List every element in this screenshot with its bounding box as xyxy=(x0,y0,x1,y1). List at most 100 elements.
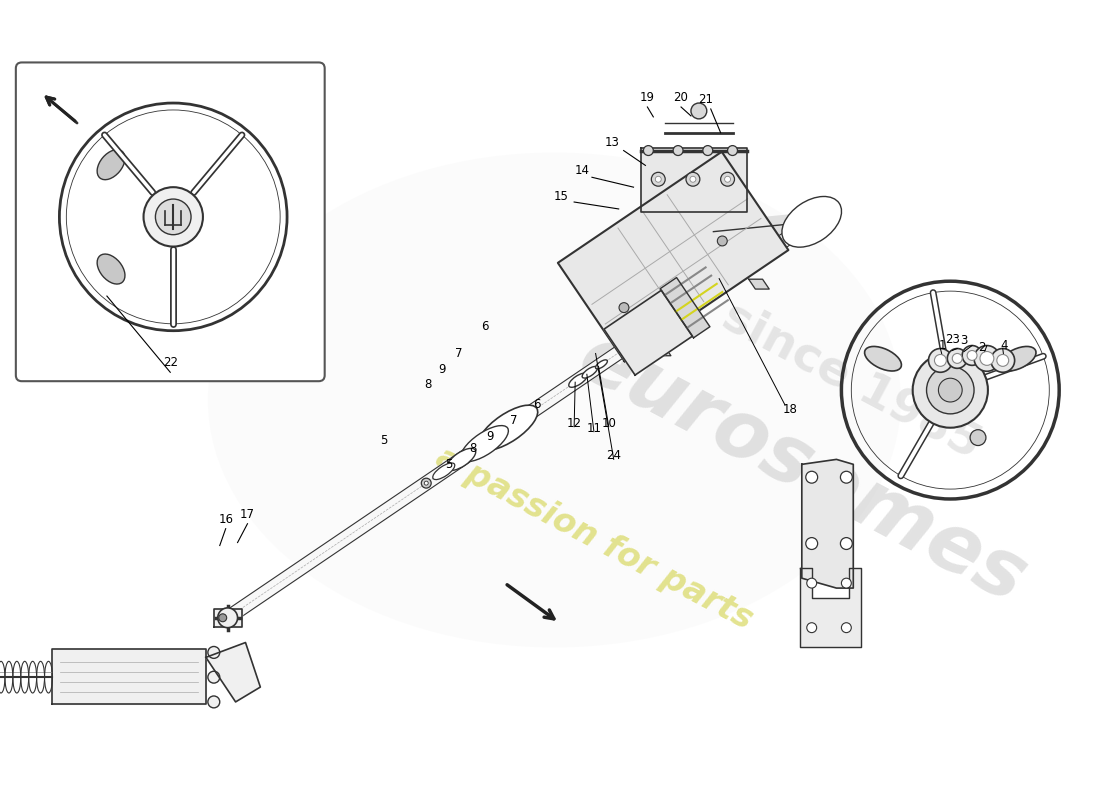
Circle shape xyxy=(686,172,700,186)
Text: 13: 13 xyxy=(604,135,619,149)
Circle shape xyxy=(935,354,946,366)
Circle shape xyxy=(619,302,629,313)
Text: 16: 16 xyxy=(218,513,233,526)
Circle shape xyxy=(690,176,696,182)
Circle shape xyxy=(155,199,191,234)
Text: since 1985: since 1985 xyxy=(714,293,988,467)
Text: 9: 9 xyxy=(439,363,447,376)
Text: 11: 11 xyxy=(586,422,602,434)
Text: 15: 15 xyxy=(553,190,569,203)
Ellipse shape xyxy=(461,426,508,462)
Circle shape xyxy=(208,696,220,708)
Circle shape xyxy=(219,614,227,622)
Polygon shape xyxy=(223,216,815,623)
Text: 10: 10 xyxy=(602,417,616,430)
Text: 7: 7 xyxy=(454,347,462,361)
Circle shape xyxy=(953,354,962,363)
Polygon shape xyxy=(53,650,206,704)
Circle shape xyxy=(967,350,977,361)
Text: 7: 7 xyxy=(509,414,517,427)
Text: eurosemes: eurosemes xyxy=(564,318,1040,620)
Text: 21: 21 xyxy=(698,93,713,106)
Text: 17: 17 xyxy=(240,508,255,521)
Circle shape xyxy=(840,538,852,550)
Ellipse shape xyxy=(208,153,901,647)
Text: 2: 2 xyxy=(978,341,986,354)
Text: 24: 24 xyxy=(606,450,621,462)
Circle shape xyxy=(691,103,707,119)
Circle shape xyxy=(143,187,202,246)
Polygon shape xyxy=(641,147,747,212)
Circle shape xyxy=(208,671,220,683)
Text: 8: 8 xyxy=(424,378,431,391)
Ellipse shape xyxy=(999,346,1036,371)
Circle shape xyxy=(842,578,851,588)
Ellipse shape xyxy=(432,463,454,479)
Circle shape xyxy=(962,346,982,366)
Polygon shape xyxy=(604,290,692,375)
Text: 23: 23 xyxy=(945,333,959,346)
Circle shape xyxy=(208,646,220,658)
Circle shape xyxy=(840,471,852,483)
Ellipse shape xyxy=(97,150,125,180)
Text: 5: 5 xyxy=(381,434,388,446)
Circle shape xyxy=(644,146,653,155)
Circle shape xyxy=(806,471,817,483)
Circle shape xyxy=(928,349,953,372)
Circle shape xyxy=(703,146,713,155)
Circle shape xyxy=(997,354,1009,366)
Polygon shape xyxy=(558,152,789,361)
Text: 9: 9 xyxy=(486,430,494,443)
Ellipse shape xyxy=(788,202,836,242)
Circle shape xyxy=(717,236,727,246)
FancyBboxPatch shape xyxy=(15,62,324,381)
Text: 6: 6 xyxy=(482,320,488,333)
Text: 20: 20 xyxy=(673,91,689,104)
Ellipse shape xyxy=(865,346,901,371)
Circle shape xyxy=(425,481,428,485)
Circle shape xyxy=(720,172,735,186)
Circle shape xyxy=(727,146,737,155)
Circle shape xyxy=(218,608,238,628)
Circle shape xyxy=(421,478,431,488)
Polygon shape xyxy=(660,278,710,338)
Text: 6: 6 xyxy=(532,398,540,411)
Ellipse shape xyxy=(569,373,587,387)
Circle shape xyxy=(926,366,975,414)
Circle shape xyxy=(842,622,851,633)
Circle shape xyxy=(975,346,1000,371)
Text: 19: 19 xyxy=(640,91,654,104)
Polygon shape xyxy=(650,346,671,356)
Ellipse shape xyxy=(447,448,476,470)
Circle shape xyxy=(656,176,661,182)
Polygon shape xyxy=(213,609,242,626)
Text: 5: 5 xyxy=(446,458,453,470)
Ellipse shape xyxy=(97,254,125,284)
Circle shape xyxy=(970,430,986,446)
Circle shape xyxy=(651,172,666,186)
Text: 22: 22 xyxy=(163,356,178,370)
Polygon shape xyxy=(802,459,854,588)
Ellipse shape xyxy=(782,197,842,247)
Ellipse shape xyxy=(478,405,538,450)
Polygon shape xyxy=(749,279,769,289)
Text: 18: 18 xyxy=(782,403,797,416)
Text: 4: 4 xyxy=(1000,338,1008,351)
Circle shape xyxy=(991,349,1014,372)
Circle shape xyxy=(947,349,967,368)
Polygon shape xyxy=(800,568,861,647)
Ellipse shape xyxy=(582,366,597,378)
Circle shape xyxy=(938,378,962,402)
Circle shape xyxy=(673,146,683,155)
Text: 1: 1 xyxy=(938,338,946,351)
Text: 14: 14 xyxy=(574,164,590,178)
Polygon shape xyxy=(206,642,261,702)
Text: 3: 3 xyxy=(960,334,968,346)
Circle shape xyxy=(913,353,988,428)
Circle shape xyxy=(806,578,816,588)
Text: a passion for parts: a passion for parts xyxy=(430,441,758,636)
Text: 8: 8 xyxy=(469,442,476,455)
Circle shape xyxy=(806,538,817,550)
Ellipse shape xyxy=(595,360,607,369)
Circle shape xyxy=(980,351,994,366)
